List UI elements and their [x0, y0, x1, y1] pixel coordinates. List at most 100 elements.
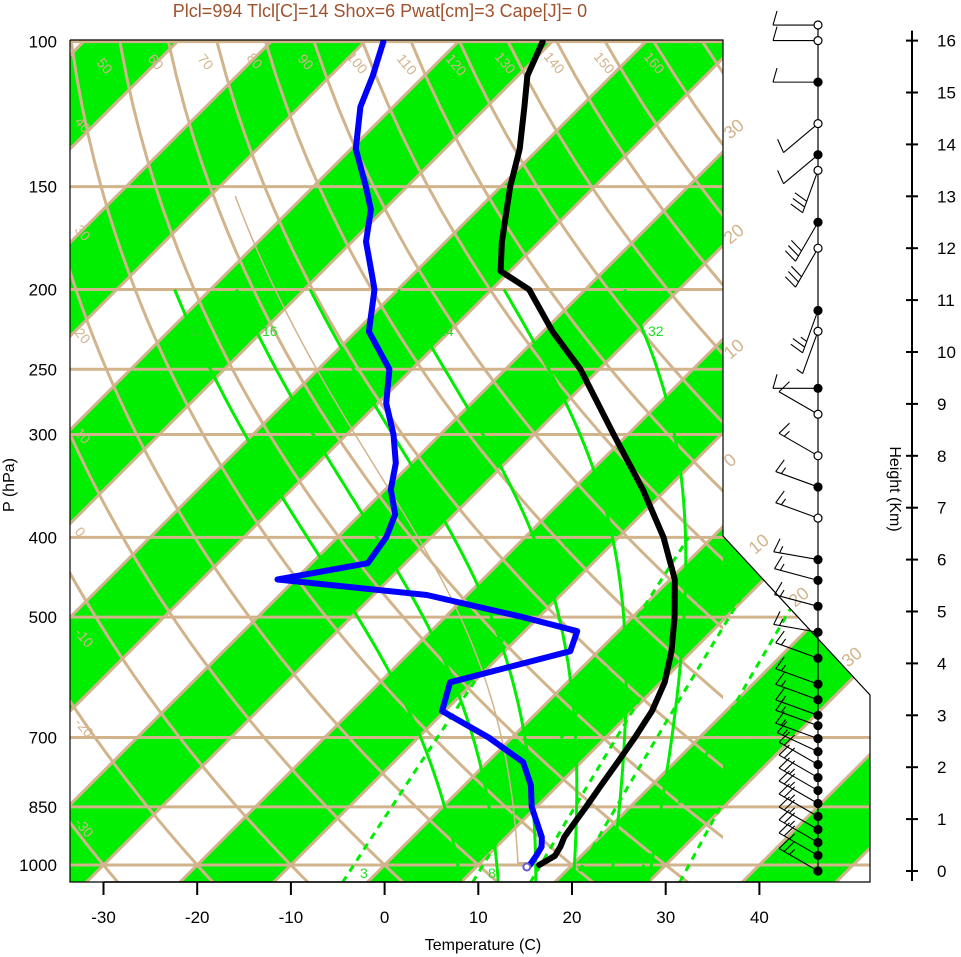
surface-dewpoint-marker	[522, 862, 532, 872]
height-tick-label: 3	[937, 706, 946, 725]
wind-interp-dot	[813, 451, 823, 461]
x-tick-label: 0	[380, 908, 389, 927]
wind-barb-half-flag	[789, 781, 796, 788]
wind-barb-flag	[783, 760, 796, 772]
wind-barb-flag	[778, 770, 790, 782]
wind-barb-shaft	[778, 754, 819, 779]
wind-barb-shaft	[775, 722, 819, 740]
wind-obs-dot	[813, 850, 823, 861]
moist-adiabats	[173, 288, 688, 882]
wind-barb-shaft	[778, 819, 819, 843]
wind-barb-half-flag	[783, 430, 790, 437]
wind-barb-half-flag	[789, 849, 796, 855]
mixing-ratio-label: 16	[262, 323, 278, 339]
wind-barb-shaft	[773, 551, 819, 561]
wind-interp-dot	[813, 119, 823, 129]
temperature-band	[70, 40, 870, 882]
wind-barb-half-flag	[780, 498, 787, 506]
height-tick-label: 2	[937, 758, 946, 777]
wind-barb-shaft	[778, 793, 819, 817]
height-tick-label: 9	[937, 395, 946, 414]
wind-obs-dot	[813, 695, 823, 705]
wind-barb-shaft	[774, 594, 819, 607]
wind-barb-shaft	[778, 832, 819, 856]
wind-barb-flag	[777, 139, 785, 153]
wind-barb-flag	[772, 10, 778, 26]
temperature-band	[0, 4, 28, 883]
wind-barb-shaft	[775, 502, 819, 519]
wind-barb-half-flag	[779, 563, 785, 571]
wind-obs-dot	[813, 734, 823, 744]
wind-barb-flag	[783, 812, 796, 824]
wind-barb-half-flag	[800, 336, 808, 342]
mixing-ratio-line	[678, 536, 870, 882]
dry-adiabat-line	[408, 40, 723, 494]
y-axis-title: P (hPa)	[1, 458, 18, 512]
isotherm-line	[70, 40, 779, 882]
wind-barb-flag	[792, 198, 805, 208]
mixing-ratio-line	[633, 536, 835, 882]
wind-barb-flag	[778, 822, 790, 834]
dry-adiabat-line	[773, 4, 961, 883]
wind-barb-flag	[792, 338, 805, 348]
wind-barb-flag	[776, 721, 788, 733]
wind-barb-shaft	[774, 568, 819, 581]
wind-barb-half-flag	[789, 807, 796, 814]
wind-barb-shaft	[775, 699, 819, 716]
wind-barb-half-flag	[779, 546, 784, 554]
wind-barb-shaft	[802, 331, 819, 374]
wind-obs-dot	[813, 772, 823, 783]
height-tick-label: 14	[937, 135, 956, 154]
x-tick-label: 10	[469, 908, 488, 927]
wind-barb-shaft	[775, 471, 819, 488]
wind-barb-flag	[772, 26, 778, 41]
temperature-bands	[0, 4, 870, 883]
sounding-series	[274, 40, 678, 872]
wind-barb-shaft	[775, 642, 819, 659]
pressure-tick-label: 150	[29, 178, 57, 197]
wind-barb-shaft	[778, 391, 819, 415]
mixing-ratio-lines	[341, 536, 870, 882]
dry-adiabat-line	[263, 40, 723, 700]
height-tick-label: 11	[937, 291, 955, 310]
dry-adiabat-line	[311, 40, 723, 631]
wind-interp-dot	[813, 243, 823, 253]
wind-barb-shaft	[775, 709, 819, 727]
wind-obs-dot	[813, 824, 823, 835]
wind-barb-half-flag	[789, 833, 796, 840]
wind-barb-flag	[790, 265, 802, 278]
wind-barb-flag	[777, 170, 785, 184]
isotherm-line	[70, 40, 404, 882]
wind-obs-dot	[813, 747, 823, 757]
wind-barb-flag	[773, 611, 781, 625]
wind-barb-half-flag	[789, 768, 796, 775]
wind-barb-half-flag	[780, 719, 787, 726]
dry-adiabat-line	[214, 40, 723, 769]
dry-adiabat-line	[70, 430, 405, 882]
wind-barb-half-flag	[780, 638, 787, 646]
mixing-ratio-label: 32	[648, 323, 664, 339]
wind-obs-dot	[813, 383, 823, 393]
wind-barb-flag	[783, 773, 796, 785]
isotherm-line	[70, 40, 498, 882]
isotherm-line	[459, 40, 870, 882]
wind-barb-flag	[775, 656, 785, 670]
wind-obs-dot	[813, 482, 823, 492]
height-tick-label: 7	[937, 499, 946, 518]
wind-barb-half-flag	[779, 618, 784, 626]
wind-obs-dot	[813, 77, 823, 87]
moist-adiabat-line	[397, 288, 579, 882]
x-axis: -30 -20 -10 0 10 20 30 40	[91, 881, 769, 927]
wind-obs-dot	[813, 710, 823, 720]
wind-obs-dot	[813, 601, 823, 611]
wind-interp-dot	[813, 409, 823, 419]
height-tick-label: 10	[937, 343, 956, 362]
mixing-ratio-label: 12	[188, 323, 204, 339]
wind-obs-dot	[813, 866, 823, 876]
moist-adiabat-line	[502, 288, 628, 882]
wind-obs-dot	[813, 627, 823, 637]
pressure-tick-label: 700	[29, 728, 57, 747]
x-tick-label: -10	[279, 908, 304, 927]
wind-barb-shaft	[778, 767, 819, 792]
